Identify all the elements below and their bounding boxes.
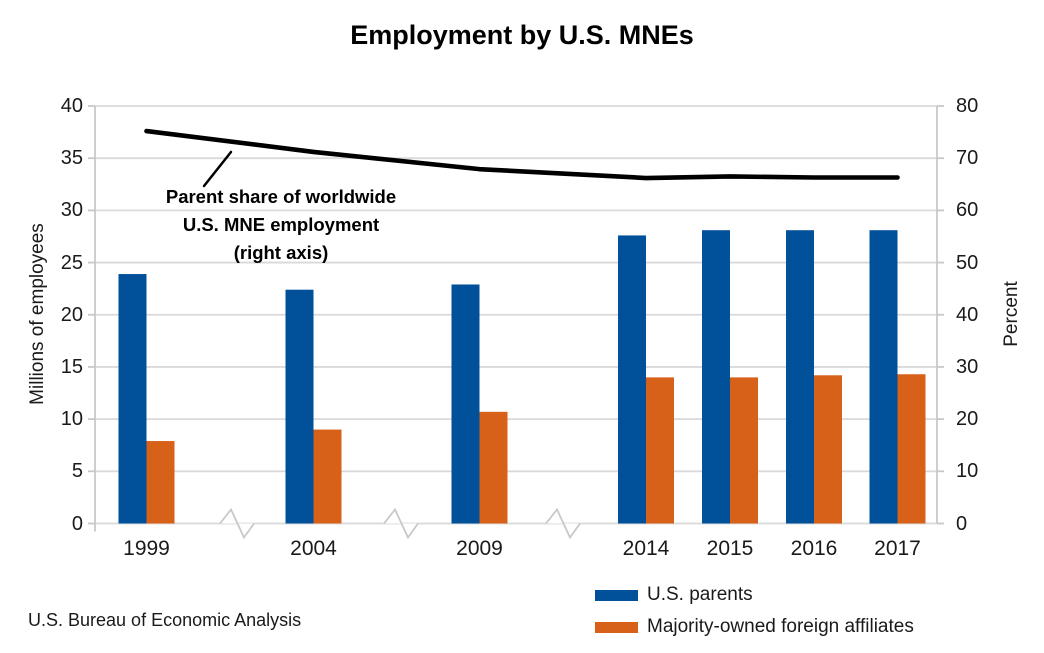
annotation-line-3: (right axis): [233, 242, 329, 263]
chart-title: Employment by U.S. MNEs: [350, 20, 694, 50]
right-tick-label-50: 50: [956, 251, 979, 274]
legend-item-us-parents: U.S. parents: [595, 579, 914, 611]
right-tick-label-70: 70: [956, 147, 979, 170]
left-tick-label-5: 5: [71, 460, 83, 483]
bar-us-parents-2004: [285, 289, 314, 524]
year-label-2016: 2016: [790, 537, 838, 560]
left-tick-label-40: 40: [60, 95, 83, 117]
left-tick-label-0: 0: [71, 512, 83, 535]
right-tick-label-60: 60: [956, 199, 979, 222]
legend-swatch-foreign-affiliates: [595, 621, 638, 633]
bar-affiliates-2014: [646, 377, 674, 524]
right-tick-label-0: 0: [956, 512, 968, 535]
source-note: U.S. Bureau of Economic Analysis: [28, 610, 302, 630]
axis-break-zigzag: [383, 507, 419, 540]
left-axis-title: Millions of employees: [27, 223, 48, 405]
annotation-line-1: Parent share of worldwide: [165, 186, 397, 207]
bar-us-parents-2015: [702, 230, 730, 524]
right-tick-label-20: 20: [956, 408, 979, 431]
chart-legend: U.S. parents Majority-owned foreign affi…: [595, 579, 914, 643]
left-tick-label-20: 20: [60, 303, 83, 326]
left-tick-label-15: 15: [60, 355, 83, 378]
right-tick-label-10: 10: [956, 460, 979, 483]
annotation-line-2: U.S. MNE employment: [182, 214, 380, 235]
bar-affiliates-2004: [313, 429, 342, 524]
axis-break-zigzag: [545, 507, 581, 540]
bar-affiliates-2009: [479, 411, 508, 524]
legend-item-foreign-affiliates: Majority-owned foreign affiliates: [595, 611, 914, 643]
parent-share-line: [144, 128, 900, 181]
left-tick-label-35: 35: [60, 147, 83, 170]
legend-label-foreign-affiliates: Majority-owned foreign affiliates: [647, 616, 914, 637]
left-tick-label-30: 30: [60, 199, 83, 222]
year-label-2017: 2017: [874, 537, 921, 560]
right-tick-label-30: 30: [956, 355, 979, 378]
bar-us-parents-1999: [118, 274, 147, 524]
bar-us-parents-2014: [618, 235, 646, 524]
bar-affiliates-2017: [897, 374, 926, 524]
left-tick-label-10: 10: [60, 408, 83, 431]
bar-affiliates-1999: [146, 441, 175, 524]
axis-break-zigzag: [219, 507, 255, 540]
left-tick-label-25: 25: [60, 251, 83, 274]
line-annotation: Parent share of worldwide U.S. MNE emplo…: [130, 183, 432, 267]
annotation-leader-line: [202, 150, 233, 188]
right-axis-title: Percent: [1001, 281, 1022, 347]
right-tick-label-40: 40: [956, 303, 979, 326]
year-label-2009: 2009: [456, 537, 503, 560]
bar-affiliates-2016: [814, 375, 842, 524]
bar-us-parents-2009: [451, 284, 480, 524]
bar-us-parents-2017: [869, 230, 898, 524]
year-label-1999: 1999: [123, 537, 170, 560]
right-tick-label-80: 80: [956, 95, 979, 117]
bar-us-parents-2016: [786, 230, 814, 524]
legend-label-us-parents: U.S. parents: [647, 584, 753, 605]
year-label-2014: 2014: [622, 537, 670, 560]
legend-swatch-us-parents: [595, 589, 638, 601]
bar-affiliates-2015: [730, 377, 758, 524]
year-label-2004: 2004: [290, 537, 337, 560]
year-label-2015: 2015: [706, 537, 754, 560]
